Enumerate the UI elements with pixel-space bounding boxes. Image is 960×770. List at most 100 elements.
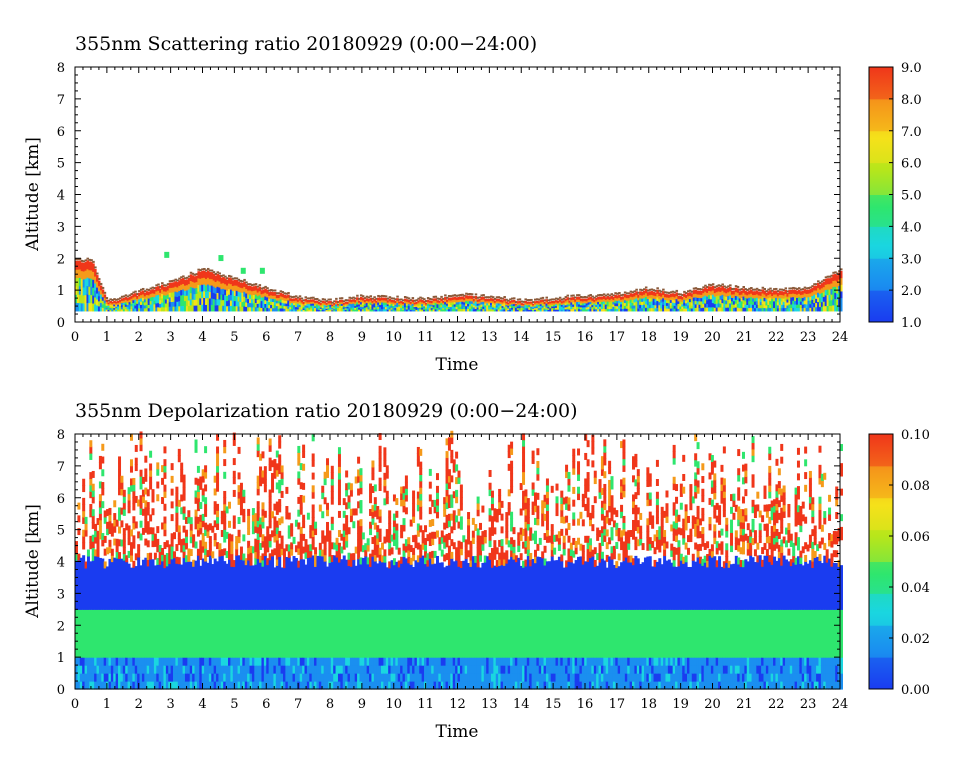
heatmap-cell <box>92 271 95 280</box>
heatmap-cell <box>574 306 577 310</box>
heatmap-cell <box>643 304 646 309</box>
heatmap-cell <box>266 293 269 298</box>
heatmap-cell <box>144 609 148 658</box>
heatmap-cell <box>369 483 373 491</box>
heatmap-cell <box>275 539 279 547</box>
heatmap-cell <box>127 563 131 610</box>
heatmap-cell <box>671 296 675 300</box>
contour-edge <box>612 294 615 297</box>
heatmap-cell <box>165 609 169 658</box>
heatmap-cell <box>357 469 361 477</box>
heatmap-cell <box>364 549 368 557</box>
heatmap-cell <box>509 305 512 309</box>
heatmap-cell <box>141 300 145 305</box>
heatmap-cell <box>700 304 703 309</box>
heatmap-cell <box>243 301 246 307</box>
heatmap-cell <box>189 681 193 690</box>
heatmap-cell <box>742 295 745 301</box>
x-tick-label: 18 <box>640 330 657 345</box>
heatmap-cell <box>115 304 118 307</box>
heatmap-cell <box>273 567 277 610</box>
contour-edge <box>713 286 717 289</box>
heatmap-cell <box>310 305 313 308</box>
heatmap-cell <box>163 503 167 511</box>
heatmap-cell <box>388 673 392 682</box>
heatmap-cell <box>658 295 661 300</box>
heatmap-cell <box>402 665 406 674</box>
heatmap-cell <box>166 294 170 299</box>
heatmap-cell <box>832 286 835 294</box>
heatmap-cell <box>239 306 242 312</box>
heatmap-cell <box>311 517 315 525</box>
heatmap-cell <box>220 681 224 690</box>
heatmap-cell <box>280 478 284 486</box>
heatmap-cell <box>172 286 176 293</box>
contour-edge <box>335 297 338 300</box>
heatmap-cell <box>89 491 93 499</box>
heatmap-cell <box>367 304 371 308</box>
contour-edge <box>698 288 701 291</box>
heatmap-cell <box>801 304 805 309</box>
heatmap-cell <box>824 300 828 307</box>
heatmap-cell <box>412 509 416 517</box>
heatmap-cell <box>243 296 246 302</box>
heatmap-cell <box>225 563 229 610</box>
heatmap-cell <box>346 304 350 307</box>
heatmap-cell <box>748 290 751 295</box>
heatmap-cell <box>79 673 83 682</box>
heatmap-cell <box>280 465 284 473</box>
heatmap-cell <box>172 306 176 312</box>
heatmap-cell <box>356 297 359 301</box>
heatmap-cell <box>434 302 438 306</box>
heatmap-cell <box>706 288 709 293</box>
heatmap-cell <box>270 304 273 309</box>
heatmap-cell <box>623 299 627 304</box>
heatmap-cell <box>98 462 102 470</box>
heatmap-cell <box>815 289 818 295</box>
heatmap-cell <box>790 293 793 298</box>
heatmap-cell <box>643 300 646 305</box>
heatmap-cell <box>388 510 392 518</box>
heatmap-cell <box>411 305 415 308</box>
contour-edge <box>166 283 170 286</box>
heatmap-cell <box>191 304 195 312</box>
contour-edge <box>757 289 761 292</box>
heatmap-cell <box>254 285 258 291</box>
heatmap-cell <box>371 537 375 544</box>
heatmap-cell <box>275 558 279 566</box>
heatmap-cell <box>151 533 155 541</box>
heatmap-cell <box>94 681 98 690</box>
contour-edge <box>249 283 252 286</box>
heatmap-cell <box>162 290 166 296</box>
heatmap-cell <box>421 681 425 690</box>
heatmap-cell <box>627 300 631 304</box>
heatmap-cell <box>449 302 453 305</box>
heatmap-cell <box>243 305 246 312</box>
heatmap-cell <box>259 466 263 474</box>
heatmap-cell <box>595 300 598 303</box>
heatmap-cell <box>354 307 357 310</box>
heatmap-cell <box>530 309 533 312</box>
heatmap-cell <box>259 530 263 538</box>
heatmap-cell <box>776 295 780 300</box>
contour-edge <box>545 296 548 299</box>
heatmap-cell <box>822 301 826 307</box>
heatmap-cell <box>809 303 812 308</box>
x-tick-label: 10 <box>385 330 402 345</box>
heatmap-cell <box>199 284 202 292</box>
heatmap-cell <box>381 609 384 658</box>
heatmap-cell <box>196 523 200 531</box>
heatmap-cell <box>281 296 285 300</box>
heatmap-cell <box>694 307 698 312</box>
heatmap-cell <box>192 681 196 690</box>
heatmap-cell <box>263 549 267 557</box>
heatmap-cell <box>180 494 184 502</box>
heatmap-cell <box>740 290 744 295</box>
heatmap-cell <box>132 681 136 690</box>
heatmap-cell <box>727 307 730 312</box>
heatmap-cell <box>292 657 296 666</box>
heatmap-cell <box>537 302 541 305</box>
heatmap-cell <box>347 552 351 560</box>
heatmap-cell <box>654 301 657 306</box>
heatmap-cell <box>261 534 265 542</box>
